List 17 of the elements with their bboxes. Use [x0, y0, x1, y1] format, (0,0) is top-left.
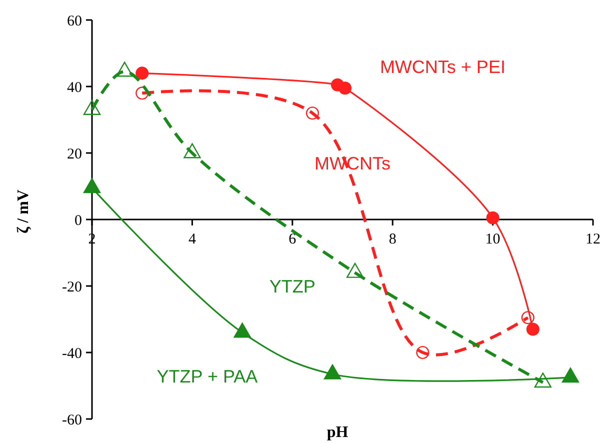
series-label: YTZP [269, 276, 316, 297]
y-tick-label: 20 [67, 146, 82, 162]
x-tick-label: 10 [485, 232, 500, 248]
x-tick-label: 8 [388, 232, 396, 248]
x-tick-label: 4 [188, 232, 196, 248]
x-axis-title: pH [326, 424, 349, 441]
x-tick-label: 6 [288, 232, 297, 248]
series-label: YTZP + PAA [156, 366, 258, 386]
y-tick-label: 60 [67, 13, 82, 30]
y-tick-label: -20 [62, 279, 82, 296]
series-label: MWCNTs + PEI [380, 57, 506, 78]
y-tick-label: -40 [62, 346, 82, 362]
x-tick-label: 12 [586, 232, 600, 248]
y-axis-title: ζ / mV [15, 189, 32, 234]
y-tick-label: 0 [74, 212, 82, 229]
y-tick-label: -60 [62, 412, 82, 428]
y-tick-label: 40 [67, 80, 82, 96]
